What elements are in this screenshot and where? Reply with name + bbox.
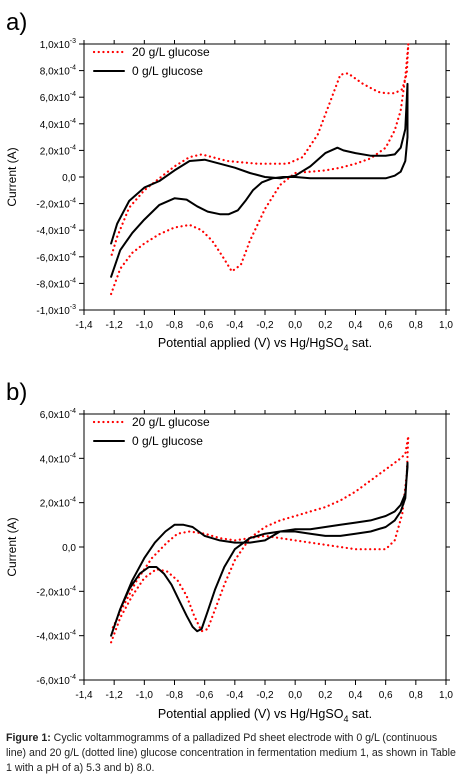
legend-label: 0 g/L glucose (132, 64, 203, 78)
x-tick-label: -0,8 (166, 690, 184, 701)
y-tick-label: 6,0x10-4 (40, 91, 76, 104)
x-tick-label: -0,2 (256, 320, 274, 331)
x-tick-label: -0,6 (196, 690, 214, 701)
x-axis-label: Potential applied (V) vs Hg/HgSO4 sat. (158, 707, 372, 724)
series-line-20-gl-glucose (109, 435, 410, 644)
x-tick-label: -0,6 (196, 320, 214, 331)
y-tick-label: 4,0x10-4 (40, 118, 76, 131)
y-tick-label: 4,0x10-4 (40, 452, 76, 465)
y-tick-label: 1,0x10-3 (40, 38, 76, 51)
y-tick-label: -2,0x10-4 (36, 198, 76, 211)
y-tick-label: 6,0x10-4 (40, 408, 76, 421)
x-tick-label: 1,0 (439, 320, 453, 331)
x-axis-label: Potential applied (V) vs Hg/HgSO4 sat. (158, 336, 372, 353)
x-tick-label: 0,6 (379, 320, 393, 331)
y-tick-label: -2,0x10-4 (36, 585, 76, 598)
caption-text: Cyclic voltammogramms of a palladized Pd… (6, 732, 456, 774)
y-axis-label: Current (A) (5, 147, 19, 206)
plot-frame (83, 413, 447, 681)
y-tick-label: 2,0x10-4 (40, 144, 76, 157)
chart-panel-b: b) -1,4 -1,2 -1,0 -0,8 -0,6 -0,4 -0,2 0,0 0,2 0,4 0… (5, 379, 453, 724)
x-tick-label: 0,4 (349, 690, 363, 701)
y-tick-label: -4,0x10-4 (36, 224, 76, 237)
figure-caption: Figure 1: Cyclic voltammogramms of a pal… (6, 731, 458, 776)
x-tick-label: -1,4 (75, 320, 93, 331)
y-tick-label: -6,0x10-4 (36, 674, 76, 687)
caption-label: Figure 1: (6, 732, 51, 744)
y-tick-label: -4,0x10-4 (36, 630, 76, 643)
x-tick-label: -1,0 (136, 320, 154, 331)
x-tick-label: -1,0 (136, 690, 154, 701)
x-tick-label: 0,2 (318, 320, 332, 331)
series-line-0-gl-glucose (110, 461, 409, 637)
x-tick-label: -0,2 (256, 690, 274, 701)
x-tick-label: 0,8 (409, 690, 423, 701)
legend-label: 20 g/L glucose (132, 415, 210, 429)
x-tick-label: -0,4 (226, 320, 244, 331)
x-tick-label: -1,2 (106, 320, 124, 331)
y-tick-label: -8,0x10-4 (36, 277, 76, 290)
chart-panel-a: a) -1,4 -1,2 -1,0 -0,8 -0,6 -0,4 -0,2 0,0 0,2 0,4 0… (5, 9, 453, 353)
legend-label: 20 g/L glucose (132, 45, 210, 59)
figure: a) -1,4 -1,2 -1,0 -0,8 -0,6 -0,4 -0,2 0,0 0,2 0,4 0… (5, 9, 453, 724)
series-line-20-gl-glucose (109, 42, 410, 296)
x-tick-label: -0,4 (226, 690, 244, 701)
x-tick-label: 1,0 (439, 690, 453, 701)
y-tick-label: 8,0x10-4 (40, 65, 76, 78)
y-tick-label: 2,0x10-4 (40, 497, 76, 510)
x-tick-label: 0,0 (288, 320, 302, 331)
y-tick-label: 0,0 (62, 543, 76, 554)
series-line-0-gl-glucose (110, 82, 409, 278)
y-axis-label: Current (A) (5, 517, 19, 576)
x-tick-label: 0,8 (409, 320, 423, 331)
panel-label: a) (6, 9, 27, 36)
x-tick-label: 0,4 (349, 320, 363, 331)
y-tick-label: -6,0x10-4 (36, 251, 76, 264)
y-tick-label: 0,0 (62, 173, 76, 184)
y-tick-label: -1,0x10-3 (36, 304, 76, 317)
x-tick-label: 0,0 (288, 690, 302, 701)
x-tick-label: -1,2 (106, 690, 124, 701)
x-tick-label: -1,4 (75, 690, 93, 701)
x-tick-label: 0,2 (318, 690, 332, 701)
panel-label: b) (6, 379, 27, 406)
x-tick-label: -0,8 (166, 320, 184, 331)
legend-label: 0 g/L glucose (132, 434, 203, 448)
x-tick-label: 0,6 (379, 690, 393, 701)
